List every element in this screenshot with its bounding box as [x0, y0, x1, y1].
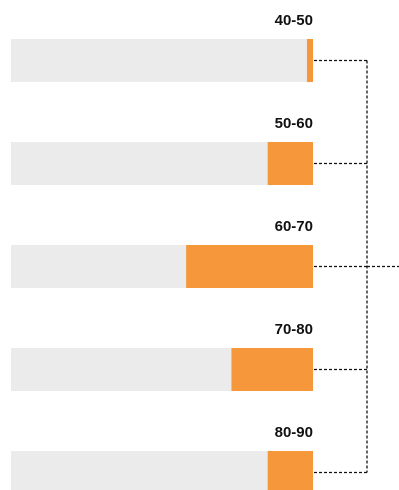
category-label-70-80: 70-80	[275, 321, 313, 338]
category-label-40-50: 40-50	[275, 12, 313, 29]
category-label-60-70: 60-70	[275, 218, 313, 235]
category-label-50-60: 50-60	[275, 115, 313, 132]
bar-70-80	[231, 348, 313, 391]
bar-40-50	[306, 39, 313, 82]
category-label-80-90: 80-90	[275, 424, 313, 441]
bar-60-70	[186, 245, 313, 288]
bar-80-90	[267, 451, 313, 490]
bar-50-60	[267, 142, 313, 185]
bar-track-40-50	[11, 39, 313, 82]
bar-track-50-60	[11, 142, 313, 185]
bar-track-80-90	[11, 451, 313, 490]
